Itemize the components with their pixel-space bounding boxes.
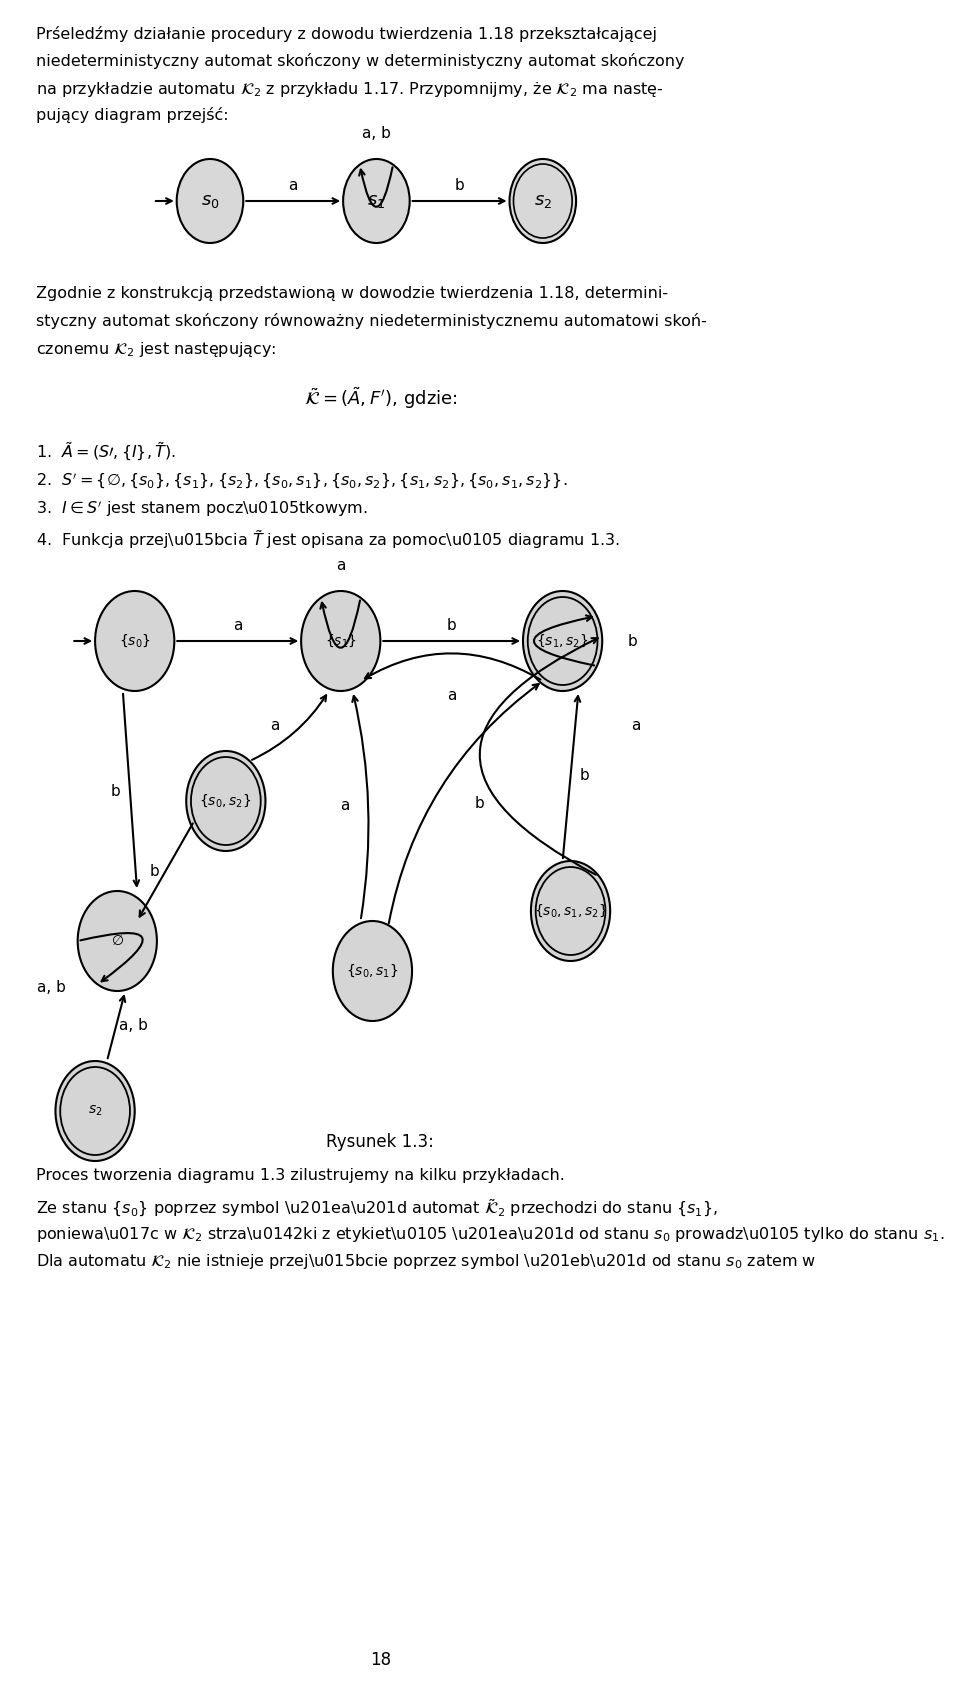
Text: a: a [271,719,279,734]
Text: b: b [580,768,589,783]
Text: b: b [446,619,457,634]
Text: $\emptyset$: $\emptyset$ [110,933,124,949]
Circle shape [95,590,175,692]
Text: styczny automat skończony równoważny niedeterministycznemu automatowi skoń-: styczny automat skończony równoważny nie… [36,313,707,330]
Text: poniewa\u017c w $\mathcal{K}_2$ strza\u0142ki z etykiet\u0105 \u201ea\u201d od s: poniewa\u017c w $\mathcal{K}_2$ strza\u0… [36,1224,944,1245]
Text: $s_1$: $s_1$ [368,193,386,210]
Circle shape [510,159,576,244]
Text: 2.  $S' = \{\emptyset, \{s_0\}, \{s_1\}, \{s_2\}, \{s_0, s_1\}, \{s_0, s_2\}, \{: 2. $S' = \{\emptyset, \{s_0\}, \{s_1\}, … [36,470,567,490]
Text: a: a [447,688,456,703]
Text: $s_2$: $s_2$ [88,1104,103,1118]
Circle shape [186,751,266,851]
Text: czonemu $\mathcal{K}_2$ jest następujący:: czonemu $\mathcal{K}_2$ jest następujący… [36,340,276,358]
Text: $\tilde{\mathcal{K}} = (\tilde{A}, F')$, gdzie:: $\tilde{\mathcal{K}} = (\tilde{A}, F')$,… [303,386,457,411]
Circle shape [343,159,410,244]
Circle shape [333,922,412,1021]
Text: 4.  Funkcja przej\u015bcia $\tilde{T}$ jest opisana za pomoc\u0105 diagramu 1.3.: 4. Funkcja przej\u015bcia $\tilde{T}$ je… [36,528,619,551]
Text: Prśeledźmy działanie procedury z dowodu twierdzenia 1.18 przekształcającej: Prśeledźmy działanie procedury z dowodu … [36,25,657,42]
Text: b: b [150,864,159,879]
Text: 3.  $I \in S'$ jest stanem pocz\u0105tkowym.: 3. $I \in S'$ jest stanem pocz\u0105tkow… [36,499,367,519]
Text: $\{s_0, s_1, s_2\}$: $\{s_0, s_1, s_2\}$ [534,903,608,920]
Text: $\{s_1, s_2\}$: $\{s_1, s_2\}$ [537,632,589,649]
Text: $s_2$: $s_2$ [534,193,552,210]
Text: a: a [289,179,298,193]
Text: a: a [336,558,346,573]
Text: b: b [455,179,465,193]
Text: $\{s_1\}$: $\{s_1\}$ [324,632,356,649]
Text: a, b: a, b [119,1018,148,1033]
Text: $\{s_0\}$: $\{s_0\}$ [119,632,151,649]
Text: niedeterministyczny automat skończony w deterministyczny automat skończony: niedeterministyczny automat skończony w … [36,52,684,69]
Circle shape [531,861,611,960]
Text: $\{s_0, s_2\}$: $\{s_0, s_2\}$ [200,793,252,810]
Text: pujący diagram przejść:: pujący diagram przejść: [36,107,228,123]
Text: 1.  $\tilde{A} = (S\prime, \{I\}, \tilde{T})$.: 1. $\tilde{A} = (S\prime, \{I\}, \tilde{… [36,441,176,463]
Text: Proces tworzenia diagramu 1.3 zilustrujemy na kilku przykładach.: Proces tworzenia diagramu 1.3 zilustruje… [36,1168,564,1184]
Text: a, b: a, b [37,981,66,996]
Text: Dla automatu $\mathcal{K}_2$ nie istnieje przej\u015bcie poprzez symbol \u201eb\: Dla automatu $\mathcal{K}_2$ nie istniej… [36,1251,816,1272]
Text: a: a [632,719,640,734]
Text: a: a [340,798,349,813]
Text: b: b [475,796,485,812]
Circle shape [56,1060,134,1162]
Text: Zgodnie z konstrukcją przedstawioną w dowodzie twierdzenia 1.18, determini-: Zgodnie z konstrukcją przedstawioną w do… [36,286,668,301]
Text: Ze stanu $\{s_0\}$ poprzez symbol \u201ea\u201d automat $\tilde{\mathcal{K}}_2$ : Ze stanu $\{s_0\}$ poprzez symbol \u201e… [36,1197,718,1219]
Text: b: b [110,783,121,798]
Text: na przykładzie automatu $\mathcal{K}_2$ z przykładu 1.17. Przypomnijmy, że $\mat: na przykładzie automatu $\mathcal{K}_2$ … [36,79,663,100]
Text: 18: 18 [370,1650,391,1669]
Text: $\{s_0, s_1\}$: $\{s_0, s_1\}$ [347,962,398,979]
Text: Rysunek 1.3:: Rysunek 1.3: [326,1133,434,1152]
Text: $s_0$: $s_0$ [201,193,219,210]
Text: a: a [233,619,243,634]
Circle shape [78,891,156,991]
Text: a, b: a, b [362,127,391,142]
Text: b: b [628,634,637,649]
Circle shape [177,159,243,244]
Circle shape [523,590,602,692]
Circle shape [301,590,380,692]
